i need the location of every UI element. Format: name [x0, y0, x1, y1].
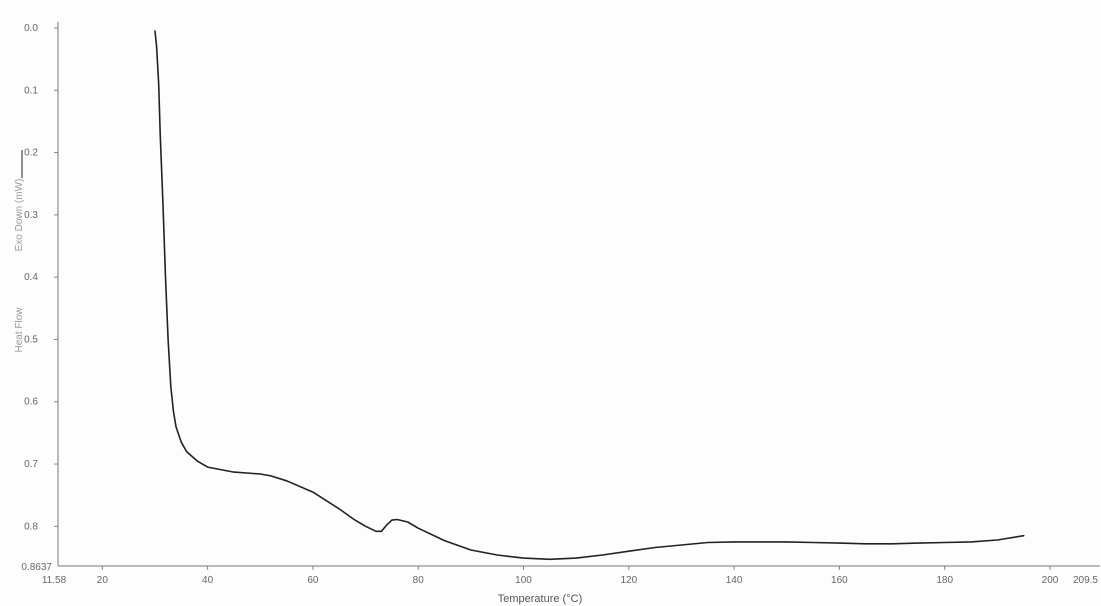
y-tick-label: 0.6	[24, 397, 38, 408]
x-tick-label: 100	[515, 575, 532, 586]
y-tick-label: 0.8	[24, 521, 38, 532]
series-layer	[154, 30, 1025, 561]
y-tick-label: 0.1	[24, 85, 38, 96]
y-tick-label: 0.5	[24, 334, 38, 345]
x-axis-end-label: 209.5	[1073, 575, 1098, 586]
x-tick-label: 180	[936, 575, 953, 586]
x-tick-label: 140	[726, 575, 743, 586]
y-axis-title: Heat Flow	[14, 307, 25, 353]
x-axis-start-label: 11.58	[42, 575, 67, 586]
y-tick-label: 0.3	[24, 210, 38, 221]
y-tick-label: 0.7	[24, 459, 38, 470]
x-tick-label: 160	[831, 575, 848, 586]
y-axis-direction-label: Exo Down (mW)	[14, 179, 25, 252]
y-axis-title-group: Heat Flow Exo Down (mW)	[14, 150, 25, 353]
ticks-layer: 0.0 0.1 0.2 0.3 0.4 0.5 0.6 0.7 0.8 0.8637 20 40 60 8…	[21, 23, 1098, 586]
x-tick-label: 20	[97, 575, 109, 586]
axes-layer	[57, 22, 1100, 567]
x-tick-label: 200	[1042, 575, 1059, 586]
x-tick-label: 120	[620, 575, 637, 586]
heat-flow-curve	[154, 30, 1025, 561]
x-tick-label: 40	[202, 575, 214, 586]
y-axis-end-label: 0.8637	[21, 562, 52, 573]
y-tick-label: 0.0	[24, 23, 38, 34]
x-tick-label: 60	[307, 575, 319, 586]
y-tick-label: 0.2	[24, 148, 38, 159]
x-tick-label: 80	[413, 575, 425, 586]
y-tick-label: 0.4	[24, 272, 38, 283]
x-axis-title: Temperature (°C)	[498, 593, 582, 605]
